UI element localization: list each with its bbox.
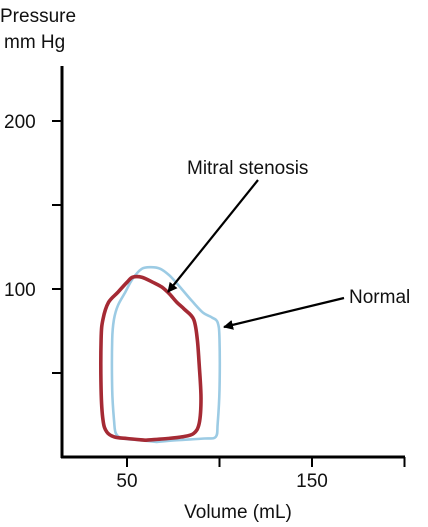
series-group (99, 265, 222, 444)
series-normal-loop (110, 265, 222, 444)
x-axis-title: Volume (mL) (184, 502, 292, 523)
y-axis-title-line-1: Pressure (0, 6, 76, 27)
y-axis-title-line-2: mm Hg (4, 32, 65, 53)
x-tick-label-50: 50 (116, 471, 137, 492)
y-tick-label-200: 200 (4, 112, 36, 133)
normal-arrow (223, 296, 345, 330)
axis-ticks: 50 150 100 200 (4, 112, 406, 492)
normal-label: Normal (349, 287, 410, 308)
series-mitral-stenosis-loop (99, 274, 203, 442)
x-tick-label-150: 150 (296, 471, 328, 492)
mitral-stenosis-label: Mitral stenosis (187, 158, 308, 179)
mitral-stenosis-arrow (167, 179, 259, 293)
y-tick-label-100: 100 (4, 280, 36, 301)
